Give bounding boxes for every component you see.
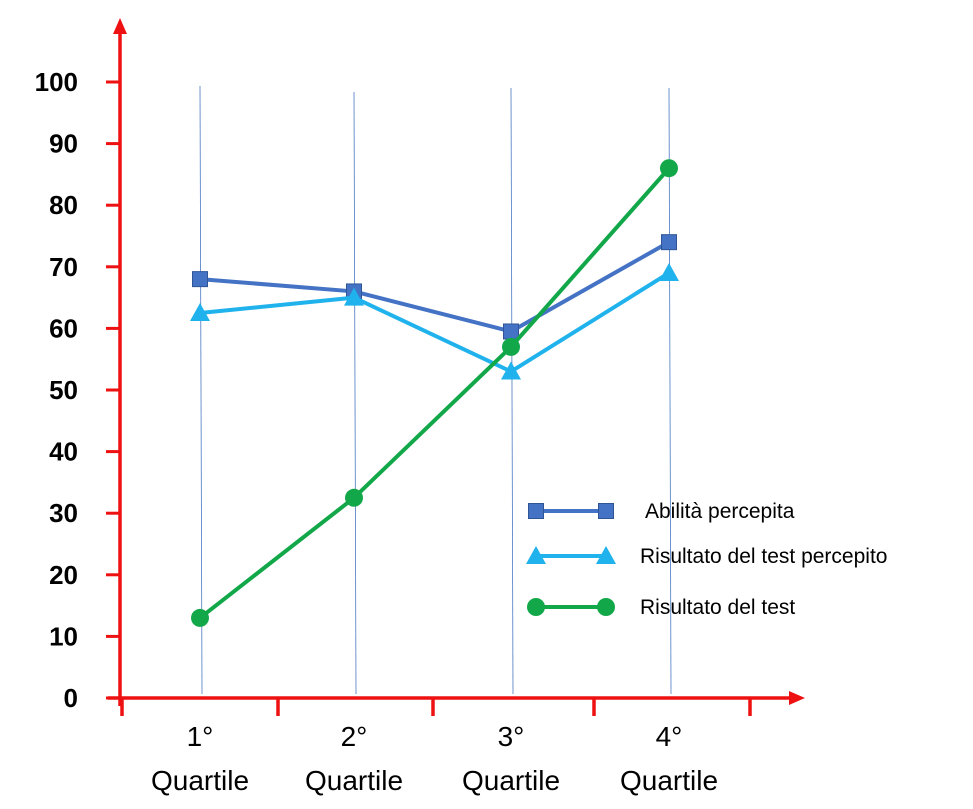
legend-label: Abilità percepita <box>645 500 795 523</box>
y-tick-label: 60 <box>49 313 78 343</box>
legend-entry: Risultato del test percepito <box>526 545 887 568</box>
series-lines <box>190 159 679 627</box>
y-tick-label: 30 <box>49 498 78 528</box>
y-tick-label: 100 <box>35 67 78 97</box>
y-tick-label: 0 <box>64 683 78 713</box>
data-point <box>659 262 679 281</box>
legend-entry: Abilità percepita <box>528 500 795 523</box>
legend-label: Risultato del test percepito <box>640 545 887 568</box>
legend-marker <box>598 503 614 519</box>
vertical-gridline <box>510 87 514 695</box>
data-point <box>191 608 209 627</box>
legend-marker <box>596 546 616 564</box>
x-tick-label: 3° <box>498 721 525 752</box>
y-axis-arrow-icon <box>113 18 127 34</box>
data-point <box>502 337 520 356</box>
y-tick-label: 40 <box>49 437 78 467</box>
x-tick-label: 2° <box>341 721 368 752</box>
x-tick-label: Quartile <box>151 765 249 796</box>
x-tick-label: Quartile <box>620 765 718 796</box>
series-line <box>198 166 671 620</box>
series-line <box>199 240 670 334</box>
x-tick-label: 1° <box>187 721 214 752</box>
y-tick-label: 90 <box>49 129 78 159</box>
x-axis-arrow-icon <box>789 691 805 705</box>
data-point <box>192 271 208 288</box>
y-tick-label: 80 <box>49 190 78 220</box>
data-point <box>190 303 210 321</box>
legend-label: Risultato del test <box>640 596 795 619</box>
series-line <box>199 271 671 374</box>
data-point <box>661 234 677 251</box>
gridlines <box>199 85 672 695</box>
data-point <box>503 323 519 340</box>
y-tick-label: 70 <box>49 252 78 282</box>
y-tick-label: 50 <box>49 375 78 405</box>
legend-marker <box>528 503 544 519</box>
data-point <box>345 488 363 507</box>
vertical-gridline <box>668 87 672 695</box>
y-tick-label: 10 <box>49 621 78 651</box>
data-point <box>501 361 521 380</box>
x-tick-label: Quartile <box>305 765 403 796</box>
vertical-gridline <box>199 85 203 695</box>
data-point <box>344 287 364 306</box>
axes: 0 10 20 30 40 50 60 70 80 90 100 1° Quartile 2° Quarti… <box>35 18 805 796</box>
legend-marker <box>527 598 545 616</box>
legend-marker <box>597 598 615 616</box>
vertical-gridline <box>353 91 357 695</box>
legend: Abilità percepita Risultato del test perc… <box>526 500 887 619</box>
x-tick-label: 4° <box>656 721 683 752</box>
legend-marker <box>526 546 546 564</box>
y-tick-label: 20 <box>49 560 78 590</box>
x-tick-label: Quartile <box>462 765 560 796</box>
data-point <box>660 159 678 178</box>
legend-entry: Risultato del test <box>527 596 795 619</box>
